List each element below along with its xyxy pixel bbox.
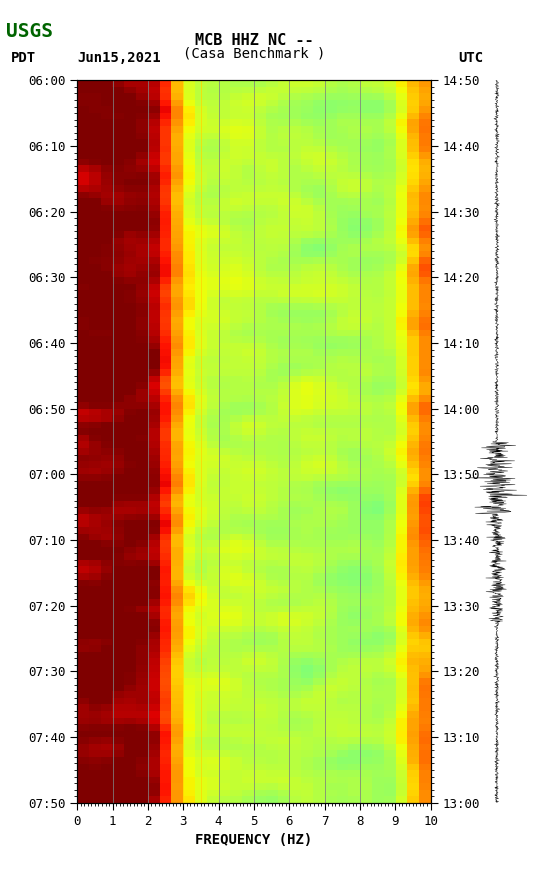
X-axis label: FREQUENCY (HZ): FREQUENCY (HZ) [195, 833, 312, 847]
Text: (Casa Benchmark ): (Casa Benchmark ) [183, 46, 325, 61]
Text: Jun15,2021: Jun15,2021 [77, 51, 161, 65]
Text: USGS: USGS [6, 22, 52, 41]
Text: MCB HHZ NC --: MCB HHZ NC -- [195, 33, 313, 47]
Text: UTC: UTC [458, 51, 484, 65]
Text: PDT: PDT [11, 51, 36, 65]
